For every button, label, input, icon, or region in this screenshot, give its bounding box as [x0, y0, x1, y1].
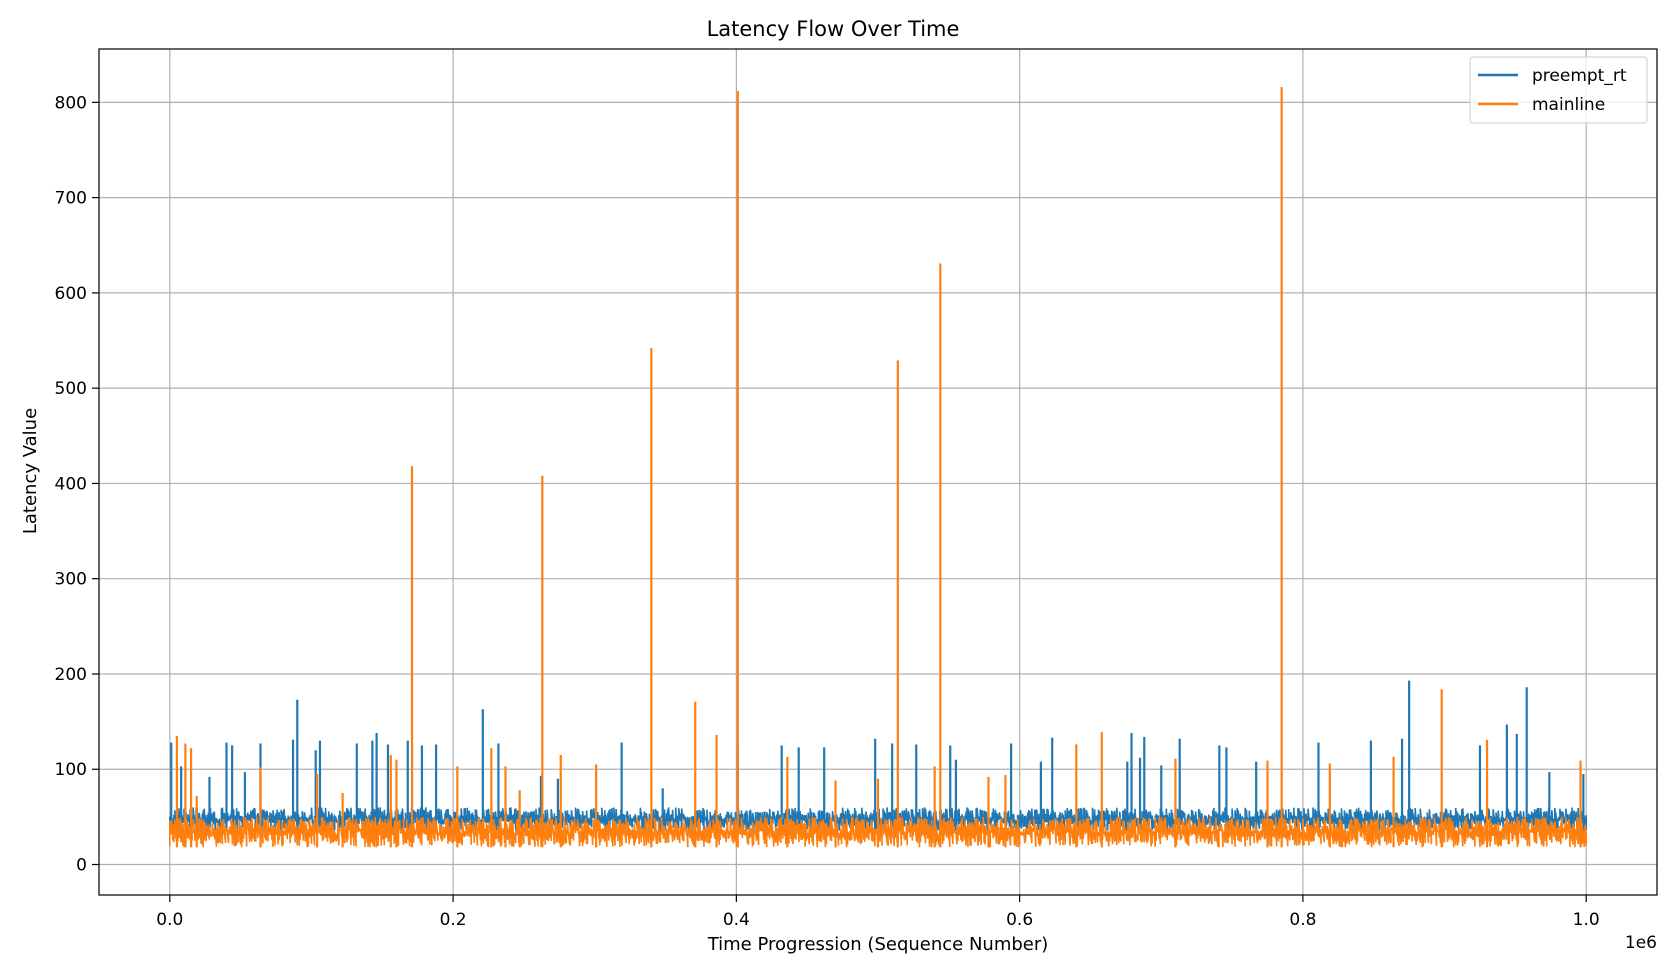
- grid: [99, 49, 1657, 895]
- legend-label-mainline: mainline: [1532, 95, 1605, 115]
- plot-frame: [98, 48, 1658, 896]
- legend: preempt_rt mainline: [1469, 56, 1648, 124]
- y-tick-label: 400: [55, 474, 87, 494]
- x-tick-label: 1.0: [1573, 910, 1600, 930]
- y-tick-label: 100: [55, 760, 87, 780]
- y-tick-label: 0: [76, 856, 87, 876]
- y-tick-label: 600: [55, 284, 87, 304]
- x-axis-label: Time Progression (Sequence Number): [707, 934, 1049, 955]
- x-tick-label: 0.6: [1006, 910, 1033, 930]
- y-tick-label: 800: [55, 93, 87, 113]
- x-tick-label: 0.0: [156, 910, 183, 930]
- y-axis-label: Latency Value: [20, 408, 41, 534]
- y-tick-label: 700: [55, 189, 87, 209]
- x-tick-label: 0.2: [440, 910, 467, 930]
- chart-title: Latency Flow Over Time: [707, 17, 960, 41]
- y-tick-label: 200: [55, 665, 87, 685]
- x-tick-label: 0.8: [1289, 910, 1316, 930]
- series-preempt-rt: [169, 680, 1587, 832]
- x-axis-offset-label: 1e6: [1625, 933, 1657, 953]
- series-mainline: [169, 87, 1587, 848]
- x-tick-label: 0.4: [723, 910, 750, 930]
- series-layer: [169, 87, 1587, 848]
- legend-label-preempt-rt: preempt_rt: [1532, 66, 1627, 86]
- legend-box: [1469, 56, 1648, 124]
- y-tick-label: 300: [55, 570, 87, 590]
- ticks: 0.0 0.2 0.4 0.6 0.8 1.0 0 100 200 300 400 500 600 700…: [55, 93, 1600, 930]
- y-tick-label: 500: [55, 379, 87, 399]
